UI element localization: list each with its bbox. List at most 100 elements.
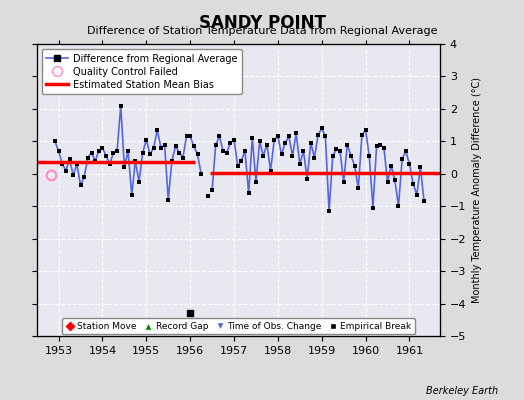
Point bbox=[124, 148, 132, 154]
Point bbox=[347, 153, 355, 159]
Point bbox=[321, 133, 330, 140]
Point bbox=[332, 146, 341, 153]
Point bbox=[365, 153, 374, 159]
Point bbox=[303, 176, 311, 182]
Legend: Station Move, Record Gap, Time of Obs. Change, Empirical Break: Station Move, Record Gap, Time of Obs. C… bbox=[62, 318, 415, 334]
Point bbox=[420, 198, 428, 204]
Point bbox=[51, 138, 59, 144]
Point bbox=[215, 133, 224, 140]
Point bbox=[255, 138, 264, 144]
Point bbox=[212, 141, 220, 148]
Text: SANDY POINT: SANDY POINT bbox=[199, 14, 325, 32]
Point bbox=[259, 153, 267, 159]
Point bbox=[263, 141, 271, 148]
Point bbox=[99, 145, 107, 151]
Point bbox=[409, 180, 417, 187]
Point bbox=[171, 143, 180, 149]
Point bbox=[384, 179, 392, 185]
Point bbox=[153, 127, 161, 133]
Point bbox=[358, 132, 366, 138]
Point bbox=[113, 148, 121, 154]
Point bbox=[142, 136, 150, 143]
Point bbox=[146, 151, 154, 158]
Point bbox=[373, 143, 381, 149]
Point bbox=[160, 141, 169, 148]
Point bbox=[157, 145, 165, 151]
Point bbox=[401, 148, 410, 154]
Point bbox=[120, 164, 128, 170]
Point bbox=[131, 158, 139, 164]
Point bbox=[252, 179, 260, 185]
Point bbox=[164, 196, 172, 203]
Point bbox=[95, 148, 103, 154]
Point bbox=[277, 151, 286, 158]
Point bbox=[106, 161, 114, 167]
Point bbox=[182, 133, 191, 140]
Point bbox=[336, 148, 344, 154]
Point bbox=[416, 164, 424, 170]
Point bbox=[135, 179, 143, 185]
Point bbox=[369, 205, 377, 211]
Point bbox=[351, 162, 359, 169]
Point bbox=[237, 158, 246, 164]
Point bbox=[226, 140, 235, 146]
Point bbox=[186, 133, 194, 140]
Point bbox=[281, 140, 289, 146]
Point bbox=[325, 208, 333, 214]
Point bbox=[380, 145, 388, 151]
Point bbox=[88, 150, 96, 156]
Point bbox=[149, 145, 158, 151]
Point bbox=[398, 156, 406, 162]
Point bbox=[299, 148, 308, 154]
Point bbox=[168, 158, 176, 164]
Point bbox=[318, 125, 326, 132]
Point bbox=[292, 130, 300, 136]
Point bbox=[288, 153, 297, 159]
Text: Difference of Station Temperature Data from Regional Average: Difference of Station Temperature Data f… bbox=[87, 26, 437, 36]
Point bbox=[230, 136, 238, 143]
Point bbox=[354, 185, 363, 192]
Point bbox=[329, 153, 337, 159]
Point bbox=[387, 162, 396, 169]
Point bbox=[223, 150, 231, 156]
Point bbox=[241, 148, 249, 154]
Point bbox=[310, 154, 319, 161]
Point bbox=[274, 133, 282, 140]
Point bbox=[405, 161, 413, 167]
Point bbox=[54, 148, 63, 154]
Point bbox=[270, 136, 278, 143]
Point bbox=[138, 150, 147, 156]
Point bbox=[314, 132, 322, 138]
Y-axis label: Monthly Temperature Anomaly Difference (°C): Monthly Temperature Anomaly Difference (… bbox=[472, 77, 482, 303]
Point bbox=[266, 167, 275, 174]
Point bbox=[412, 192, 421, 198]
Point bbox=[66, 156, 74, 162]
Point bbox=[116, 102, 125, 109]
Point bbox=[62, 167, 70, 174]
Point bbox=[362, 127, 370, 133]
Point bbox=[58, 161, 67, 167]
Point bbox=[69, 172, 78, 178]
Point bbox=[245, 190, 253, 196]
Point bbox=[102, 153, 110, 159]
Point bbox=[179, 154, 187, 161]
Point bbox=[127, 192, 136, 198]
Point bbox=[248, 135, 257, 141]
Point bbox=[208, 187, 216, 193]
Point bbox=[343, 141, 352, 148]
Point bbox=[109, 150, 117, 156]
Point bbox=[175, 150, 183, 156]
Point bbox=[285, 133, 293, 140]
Point bbox=[204, 193, 213, 200]
Point bbox=[190, 143, 198, 149]
Point bbox=[391, 177, 399, 184]
Point bbox=[376, 141, 385, 148]
Point bbox=[73, 161, 81, 167]
Point bbox=[91, 158, 100, 164]
Point bbox=[340, 179, 348, 185]
Text: Berkeley Earth: Berkeley Earth bbox=[425, 386, 498, 396]
Point bbox=[234, 162, 242, 169]
Point bbox=[296, 161, 304, 167]
Point bbox=[80, 174, 89, 180]
Point bbox=[394, 203, 402, 210]
